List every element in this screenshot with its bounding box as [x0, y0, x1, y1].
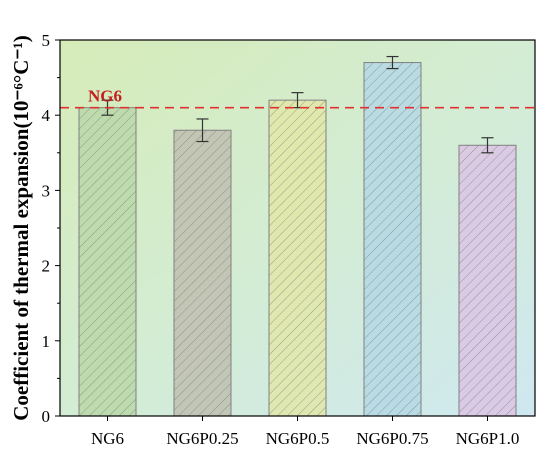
bar-hatch: [78, 107, 137, 417]
axis-layer: NG6 NG6P0.25 NG6P0.5 NG6P0.75 NG6P1.0 0 1 2 3 4 5: [42, 31, 520, 448]
y-tick-label: 2: [42, 257, 51, 276]
x-tick-label: NG6P1.0: [456, 429, 520, 448]
y-tick-label: 4: [42, 106, 51, 125]
x-tick-label: NG6P0.25: [166, 429, 238, 448]
y-axis-label: Coefficient of thermal expansion(10⁻⁶°C⁻…: [9, 35, 33, 421]
x-tick-label: NG6P0.5: [266, 429, 330, 448]
x-tick-label: NG6P0.75: [356, 429, 428, 448]
y-tick-label: 1: [42, 332, 51, 351]
bar-hatch: [363, 62, 422, 417]
y-tick-label: 3: [42, 181, 51, 200]
y-tick-label: 5: [42, 31, 51, 50]
bar-hatch: [268, 99, 327, 417]
bar-hatch: [173, 129, 232, 417]
reference-line-label: NG6: [88, 87, 122, 106]
x-tick-label: NG6: [91, 429, 124, 448]
bars-layer: [78, 55, 517, 417]
reference-line-layer: NG6: [60, 87, 535, 109]
bar-hatch: [458, 144, 517, 417]
y-tick-label: 0: [42, 407, 51, 426]
